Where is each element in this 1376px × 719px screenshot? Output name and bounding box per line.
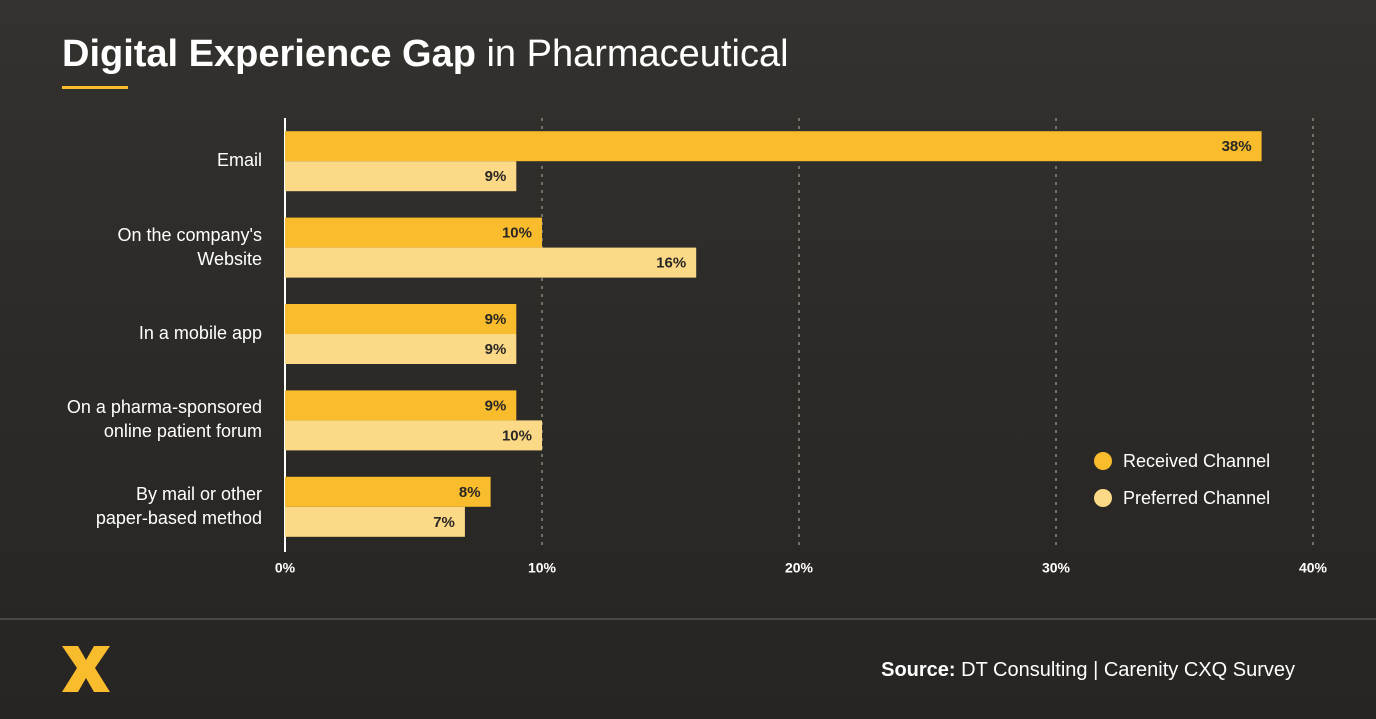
value-label: 8% [459,484,481,501]
value-label: 10% [502,225,532,242]
value-label: 7% [433,514,455,531]
value-label: 9% [485,168,507,185]
source-label: Source: [881,659,955,681]
legend-swatch [1094,452,1112,470]
value-label: 9% [485,311,507,328]
bar [285,476,491,507]
bar [285,131,1262,162]
bar [285,390,517,421]
bar [285,247,697,278]
x-tick-label: 40% [1299,560,1328,576]
logo [62,646,110,692]
value-label: 10% [502,427,532,444]
y-tick-label: In a mobile app [138,323,262,343]
y-tick-label: On a pharma-sponsored online patient for… [66,397,262,442]
x-tick-label: 10% [528,560,557,576]
title-bold: Digital Experience Gap [62,33,476,75]
value-label: 16% [656,255,686,272]
chart-title: Digital Experience Gap in Pharmaceutical [62,33,789,75]
title-underline [62,86,128,89]
bar [285,161,517,192]
x-tick-label: 0% [275,560,296,576]
legend-swatch [1094,489,1112,507]
bar [285,304,517,334]
x-tick-label: 30% [1042,560,1071,576]
legend-label: Preferred Channel [1123,488,1270,508]
bar [285,506,465,537]
bar [285,217,542,248]
source-text: DT Consulting | Carenity CXQ Survey [961,659,1295,681]
y-tick-label: Email [216,150,262,171]
legend-label: Received Channel [1123,451,1270,471]
bar [285,420,542,451]
value-label: 9% [485,341,507,358]
x-tick-label: 20% [785,560,814,576]
bar [285,334,517,364]
y-tick-label: By mail or other paper-based method [95,483,262,528]
value-label: 38% [1222,138,1252,155]
source: Source: DT Consulting | Carenity CXQ Sur… [881,659,1295,681]
title-rest: in Pharmaceutical [486,33,788,75]
value-label: 9% [485,397,507,414]
y-tick-label: On the company's Website [117,224,262,269]
logo-mark [62,646,110,692]
